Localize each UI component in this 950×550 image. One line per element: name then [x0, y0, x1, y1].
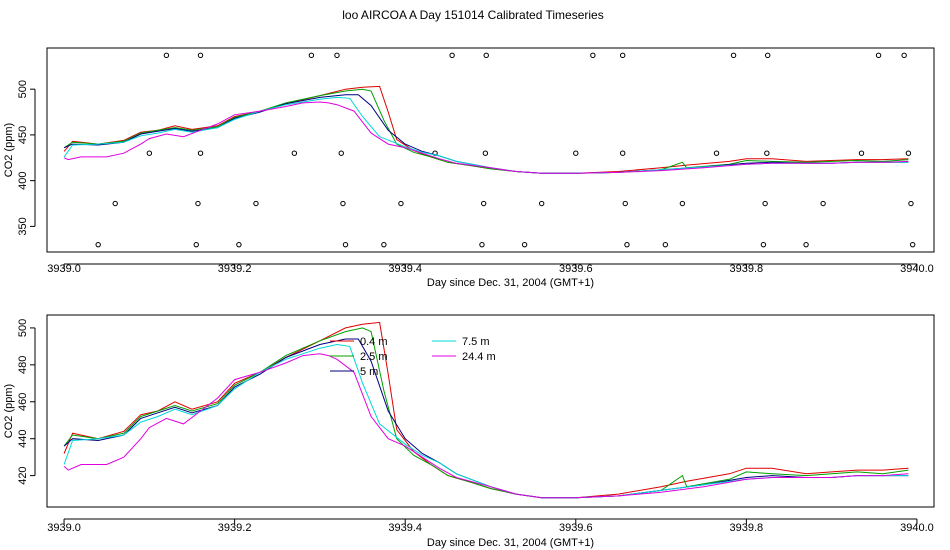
sample-point-marker [820, 200, 826, 207]
y-axis-title: CO2 (ppm) [3, 123, 15, 177]
sample-point-marker [662, 241, 669, 248]
y-tick-label: 500 [17, 80, 29, 98]
sample-point-marker [398, 200, 404, 207]
y-tick-label: 350 [17, 217, 29, 235]
sample-point-marker [622, 200, 628, 207]
series-line-24-4-m [63, 101, 909, 174]
y-tick-label: 450 [17, 126, 29, 144]
legend-label: 0.4 m [360, 336, 388, 348]
sample-point-marker [764, 150, 770, 156]
sample-point-marker [197, 52, 204, 59]
y-tick-label: 460 [17, 393, 29, 411]
sample-point-marker [730, 52, 737, 59]
legend: 0.4 m 2.5 m 5 m 7.5 m 24.4 m [330, 336, 496, 378]
sample-point-marker [334, 52, 340, 59]
plot-frame [46, 314, 935, 508]
sample-point-marker [619, 52, 626, 59]
series-line-2-5-m [63, 327, 909, 499]
sample-point-marker [338, 150, 344, 156]
series-line-24-4-m [63, 353, 909, 499]
sample-point-marker [803, 241, 809, 248]
figure-title: loo AIRCOA A Day 151014 Calibrated Times… [342, 8, 603, 22]
plot-frame [46, 47, 935, 253]
sample-point-marker [762, 200, 768, 207]
sample-point-marker [253, 200, 259, 207]
x-tick-label: 3940.0 [900, 263, 934, 275]
sample-point-marker [112, 200, 118, 207]
sample-point-marker [760, 241, 767, 248]
sample-point-marker [905, 150, 912, 156]
sample-point-marker [480, 200, 487, 207]
x-tick-label: 3939.8 [730, 522, 764, 534]
x-tick-label: 3939.2 [218, 522, 252, 534]
sample-point-marker [163, 52, 170, 59]
sample-point-marker [381, 241, 387, 248]
sample-point-marker [195, 200, 201, 207]
sample-point-marker [193, 241, 199, 248]
sample-point-marker [521, 241, 528, 248]
y-axis-title: CO2 (ppm) [3, 384, 15, 438]
sample-point-marker [909, 241, 916, 248]
sample-point-marker [624, 241, 630, 248]
sample-point-marker [197, 150, 204, 156]
legend-label: 24.4 m [462, 351, 496, 363]
sample-point-marker [538, 200, 545, 207]
x-tick-label: 3939.4 [388, 263, 422, 275]
sample-point-marker [95, 241, 101, 248]
x-tick-label: 3940.0 [900, 522, 934, 534]
x-axis-title: Day since Dec. 31, 2004 (GMT+1) [427, 277, 594, 289]
sample-point-marker [573, 150, 579, 156]
sample-point-marker [479, 241, 485, 248]
sample-point-marker [858, 150, 865, 156]
sample-point-marker [764, 52, 771, 59]
sample-point-marker [236, 241, 242, 248]
y-tick-label: 400 [17, 171, 29, 189]
legend-label: 5 m [360, 366, 378, 378]
y-tick-label: 440 [17, 430, 29, 448]
x-tick-label: 3939.0 [47, 263, 81, 275]
x-tick-label: 3939.6 [559, 263, 593, 275]
chart-panel-2: 3939.0 3939.2 3939.4 3939.6 3939.8 3940.0 420 4… [3, 314, 935, 549]
sample-point-marker [619, 150, 626, 156]
sample-point-marker [483, 52, 489, 59]
legend-label: 2.5 m [360, 351, 388, 363]
x-tick-label: 3939.8 [730, 263, 764, 275]
sample-point-marker [908, 200, 914, 207]
sample-point-marker [901, 52, 907, 59]
sample-point-marker [875, 52, 882, 59]
series-line-5-m [63, 338, 909, 499]
x-tick-label: 3939.4 [388, 522, 422, 534]
y-tick-label: 500 [17, 319, 29, 337]
sample-point-marker [679, 200, 686, 207]
sample-point-marker [308, 52, 315, 59]
x-tick-label: 3939.2 [218, 263, 252, 275]
sample-point-marker [449, 52, 455, 59]
sample-point-marker [146, 150, 153, 156]
sample-point-marker [482, 150, 489, 156]
sample-point-marker [340, 200, 346, 207]
y-tick-label: 480 [17, 356, 29, 374]
sample-point-marker [342, 241, 349, 248]
x-axis-title: Day since Dec. 31, 2004 (GMT+1) [427, 537, 594, 549]
sample-point-marker [291, 150, 298, 156]
legend-label: 7.5 m [462, 336, 490, 348]
x-tick-label: 3939.6 [559, 522, 593, 534]
series-line-5-m [63, 94, 909, 174]
x-tick-label: 3939.0 [47, 522, 81, 534]
y-tick-label: 420 [17, 466, 29, 484]
chart-panel-1: 3939.0 3939.2 3939.4 3939.6 3939.8 3940.0 350 4… [3, 47, 935, 289]
sample-point-marker [713, 150, 720, 156]
sample-point-marker [590, 52, 596, 59]
series-line-2-5-m [63, 88, 909, 174]
